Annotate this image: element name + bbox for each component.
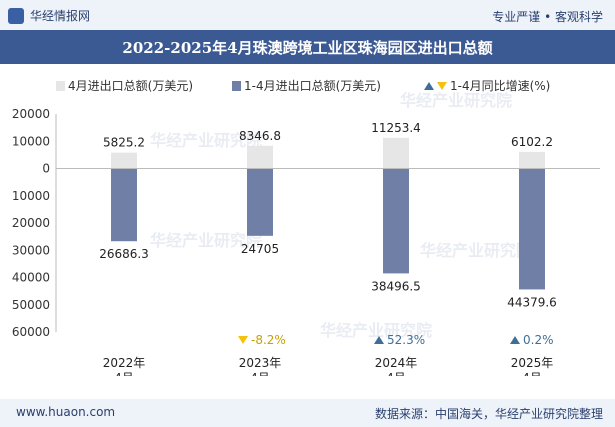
x-tick-label-month: 4月 bbox=[114, 371, 134, 376]
logo-icon bbox=[8, 7, 24, 24]
bar-cumulative bbox=[383, 168, 409, 274]
legend-up-triangle-icon bbox=[424, 82, 434, 90]
watermark-text: 华经产业研究院 bbox=[420, 241, 532, 260]
watermark-text: 华经产业研究院 bbox=[150, 131, 262, 150]
data-label-april: 5825.2 bbox=[103, 136, 145, 150]
bar-cumulative bbox=[247, 168, 273, 236]
legend-swatch-april bbox=[56, 81, 65, 91]
watermark-text: 华经产业研究院 bbox=[320, 321, 432, 340]
growth-down-triangle-icon bbox=[238, 336, 248, 344]
growth-up-triangle-icon bbox=[374, 336, 384, 344]
legend-swatch-cumulative bbox=[232, 81, 241, 91]
legend-label-cumulative: 1-4月进出口总额(万美元) bbox=[244, 79, 381, 93]
legend-down-triangle-icon bbox=[437, 82, 447, 90]
y-tick-label: 40000 bbox=[12, 271, 50, 285]
legend-label-april: 4月进出口总额(万美元) bbox=[68, 79, 193, 93]
x-tick-label-month: 4月 bbox=[522, 371, 542, 376]
x-tick-label-year: 2025年 bbox=[511, 356, 554, 370]
x-tick-label-year: 2022年 bbox=[103, 356, 146, 370]
x-tick-label-month: 4月 bbox=[250, 371, 270, 376]
watermark-text: 华经产业研究院 bbox=[150, 231, 262, 250]
x-tick-label-year: 2023年 bbox=[239, 356, 282, 370]
logo: 华经情报网 bbox=[8, 7, 90, 24]
slogan: 专业严谨 • 客观科学 bbox=[492, 10, 603, 24]
data-label-cumulative: 26686.3 bbox=[99, 247, 149, 261]
x-tick-label-month: 4月 bbox=[386, 371, 406, 376]
chart-title: 2022-2025年4月珠澳跨境工业区珠海园区进出口总额 bbox=[122, 38, 493, 57]
growth-label: 0.2% bbox=[523, 333, 554, 347]
y-tick-label: 0 bbox=[42, 162, 50, 176]
legend-label-growth: 1-4月同比增速(%) bbox=[450, 79, 550, 93]
footer-site: www.huaon.com bbox=[16, 405, 116, 419]
data-label-cumulative: 38496.5 bbox=[371, 279, 421, 293]
growth-up-triangle-icon bbox=[510, 336, 520, 344]
logo-text: 华经情报网 bbox=[30, 9, 91, 23]
footer-source: 数据来源：中国海关，华经产业研究院整理 bbox=[374, 407, 603, 421]
y-tick-label: 10000 bbox=[12, 189, 50, 203]
y-tick-label: 50000 bbox=[12, 298, 50, 312]
growth-label: 52.3% bbox=[387, 333, 425, 347]
bar-april bbox=[111, 152, 137, 169]
growth-label: -8.2% bbox=[251, 333, 286, 347]
y-tick-label: 20000 bbox=[12, 107, 50, 121]
bar-april bbox=[383, 137, 409, 169]
data-label-april: 6102.2 bbox=[511, 135, 553, 149]
x-tick-label-year: 2024年 bbox=[375, 356, 418, 370]
bar-april bbox=[247, 145, 273, 169]
data-label-april: 8346.8 bbox=[239, 129, 281, 143]
data-label-cumulative: 44379.6 bbox=[507, 295, 557, 309]
title-bar: 2022-2025年4月珠澳跨境工业区珠海园区进出口总额 bbox=[0, 30, 615, 64]
y-tick-label: 60000 bbox=[12, 325, 50, 339]
bar-cumulative bbox=[519, 168, 545, 290]
data-label-april: 11253.4 bbox=[371, 121, 421, 135]
y-tick-label: 20000 bbox=[12, 216, 50, 230]
bar-cumulative bbox=[111, 168, 137, 242]
bar-april bbox=[519, 151, 545, 169]
watermark-text: 华经产业研究院 bbox=[400, 91, 512, 110]
data-label-cumulative: 24705 bbox=[241, 242, 279, 256]
y-tick-label: 30000 bbox=[12, 243, 50, 257]
top-bar: 华经情报网 专业严谨 • 客观科学 bbox=[0, 0, 615, 30]
y-tick-label: 10000 bbox=[12, 134, 50, 148]
footer: www.huaon.com 数据来源：中国海关，华经产业研究院整理 bbox=[0, 399, 615, 427]
